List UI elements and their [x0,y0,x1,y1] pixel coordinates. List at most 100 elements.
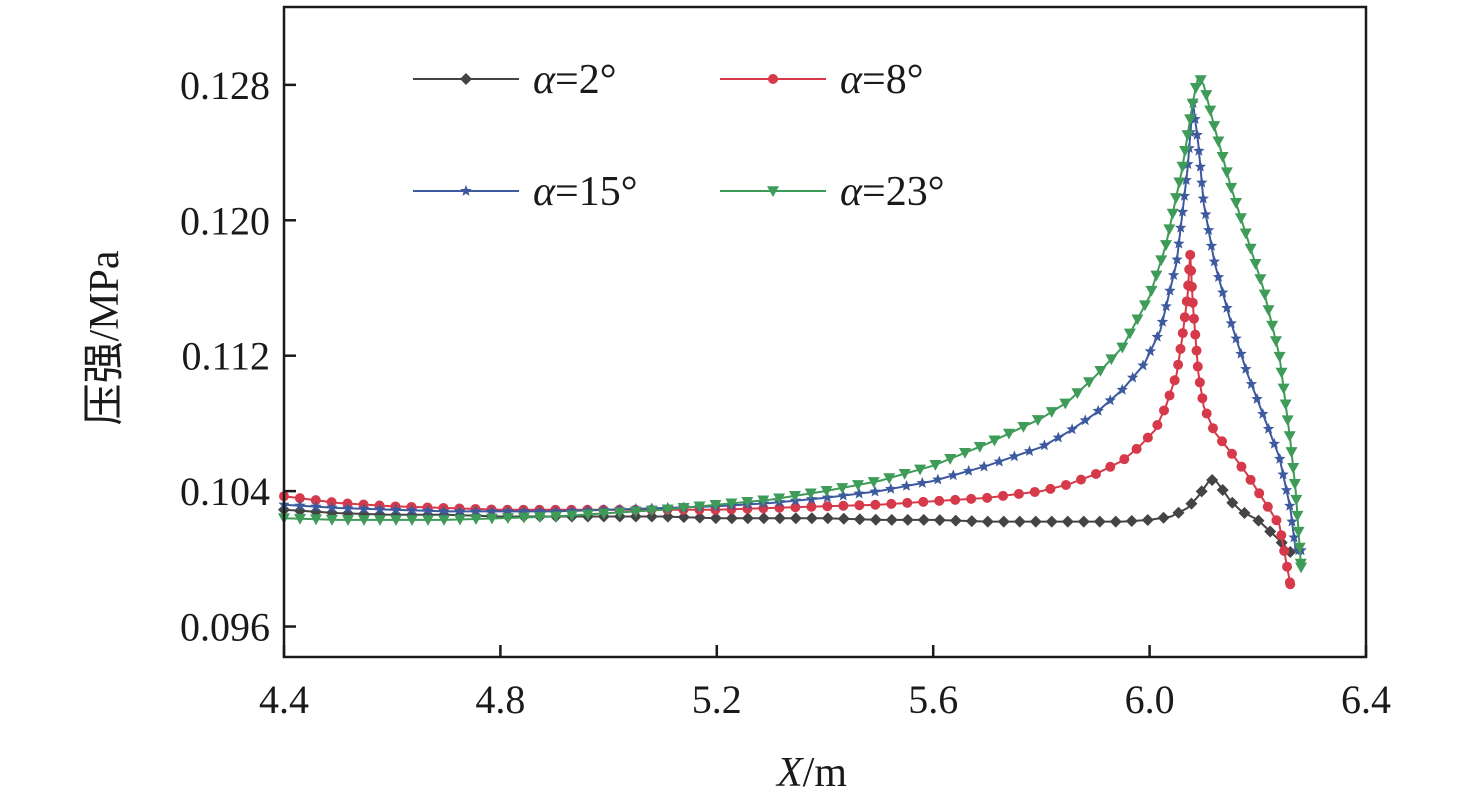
data-point [1079,414,1091,426]
data-point [917,513,930,526]
data-point [804,488,817,500]
data-point [1285,579,1296,590]
data-point [677,502,690,514]
data-point [1008,450,1021,462]
data-point [1208,121,1221,132]
series-triangle-down [278,75,1308,574]
data-point [613,507,626,519]
data-point [838,500,849,511]
data-point [1188,313,1199,324]
data-point [869,513,882,526]
y-axis-title: 压强/MPa [82,250,128,425]
data-point [1221,302,1233,313]
data-point [1178,190,1191,201]
data-point [853,513,866,526]
data-point [837,512,850,525]
data-point [1257,408,1269,419]
data-point [1179,146,1192,157]
data-point [645,505,658,517]
data-point [1187,297,1198,308]
data-point [902,497,913,508]
data-point [373,515,386,526]
data-point [597,508,610,520]
data-point [565,510,578,522]
x-axis-title-unit: /m [803,750,848,796]
data-point [326,501,338,513]
data-point [822,501,833,512]
data-point [1185,249,1196,260]
data-point [1193,144,1205,156]
data-point [1273,351,1286,363]
data-point [1105,354,1118,366]
data-point [1274,452,1286,464]
data-point [1131,314,1144,326]
data-point [1249,259,1262,270]
data-point [533,512,546,523]
data-point [1226,448,1237,459]
data-point [1290,494,1303,506]
legend-item: α=2° [413,57,617,103]
data-point [773,512,786,525]
data-point [1264,525,1277,538]
legend-marker [767,186,779,197]
data-point [725,498,738,510]
data-point [1125,515,1138,528]
data-point [1156,315,1169,327]
data-point [1171,253,1183,265]
data-point [374,503,386,515]
data-point [1288,478,1301,490]
data-point [517,512,530,524]
data-point [947,469,959,481]
data-point [1105,461,1116,472]
legend-item: α=23° [720,169,945,215]
data-point [1186,98,1199,110]
data-point [1234,213,1247,225]
data-point [325,514,338,526]
data-point [885,513,898,526]
data-point [1104,394,1116,406]
data-point [1254,274,1267,286]
data-point [1293,542,1306,554]
data-point [358,502,370,514]
data-point [966,493,977,504]
data-point [1173,177,1186,189]
data-point [950,494,961,505]
data-point [883,473,896,485]
data-point [1142,432,1153,443]
data-point [1175,343,1186,354]
data-point [1202,224,1215,235]
data-point [741,496,754,508]
data-point [821,512,834,525]
legend-marker [460,185,472,196]
series-line [283,100,1302,552]
data-point [1076,474,1087,485]
data-point [1159,405,1170,416]
data-point [581,509,594,521]
data-point [1013,488,1024,499]
data-point [788,491,801,502]
data-point [1083,377,1096,389]
data-point [997,515,1010,528]
data-point [1251,393,1263,404]
data-point [1029,486,1040,497]
data-point [422,504,434,516]
data-point [1277,468,1289,480]
data-point [1194,377,1205,388]
data-point [1123,328,1136,340]
data-point [1017,421,1030,433]
data-point [1094,366,1107,377]
data-point [1262,501,1273,512]
data-point [1192,361,1203,372]
data-point [1169,375,1180,386]
data-point [1207,423,1218,434]
data-point [933,514,946,527]
data-point [1275,367,1288,379]
data-point [294,493,305,504]
data-point [1163,224,1176,236]
axis-ticks: 4.4 4.8 5.2 5.6 6.0 6.4 0.096 0.104 0.112 0.120 0.… [180,63,1391,722]
data-point [867,477,880,488]
data-point [1252,514,1265,527]
data-point [1189,82,1202,94]
data-point [1217,286,1229,298]
